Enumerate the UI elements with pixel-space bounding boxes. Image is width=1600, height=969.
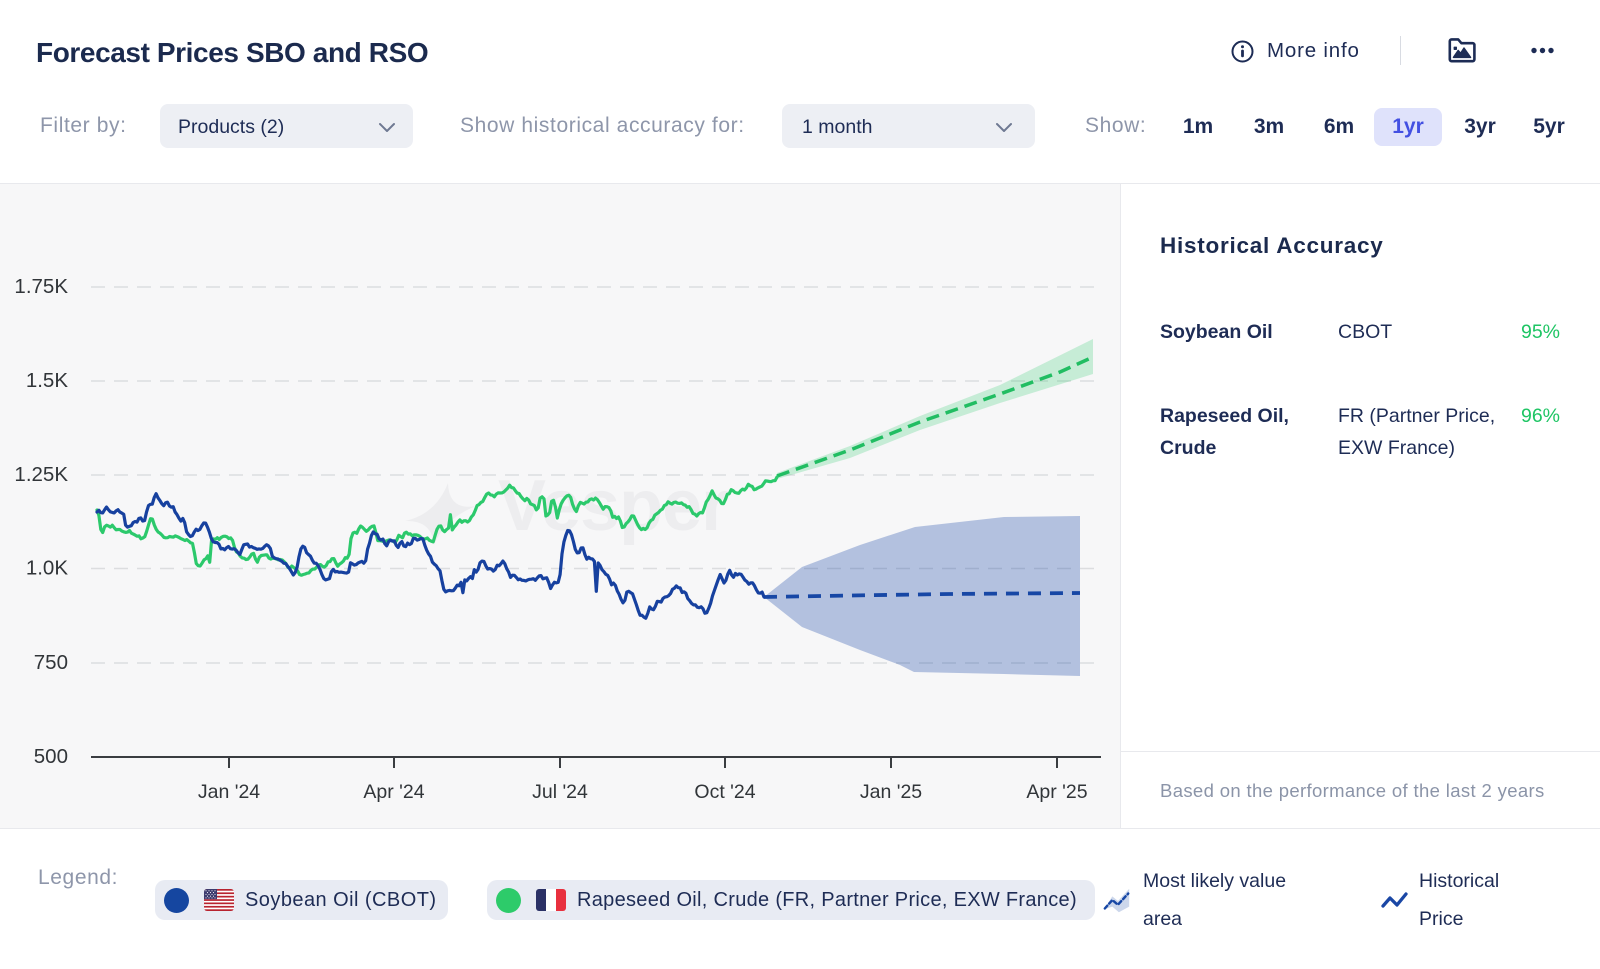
svg-text:Apr '24: Apr '24 — [363, 781, 424, 803]
svg-text:500: 500 — [34, 745, 68, 768]
svg-text:Jan '25: Jan '25 — [860, 781, 922, 803]
svg-text:1.0K: 1.0K — [26, 557, 68, 580]
svg-text:Vesper: Vesper — [498, 466, 728, 546]
svg-text:Jan '24: Jan '24 — [198, 781, 260, 803]
svg-text:Apr '25: Apr '25 — [1026, 781, 1087, 803]
svg-text:1.75K: 1.75K — [14, 275, 68, 298]
svg-text:Jul '24: Jul '24 — [532, 781, 588, 803]
svg-text:Oct '24: Oct '24 — [694, 781, 755, 803]
svg-text:1.5K: 1.5K — [26, 369, 68, 392]
svg-text:750: 750 — [34, 651, 68, 674]
svg-text:1.25K: 1.25K — [14, 463, 68, 486]
